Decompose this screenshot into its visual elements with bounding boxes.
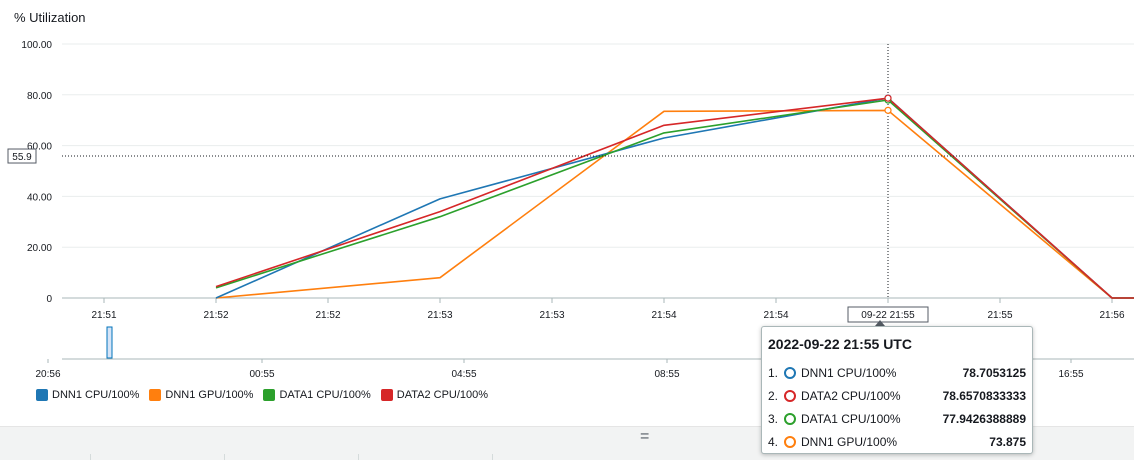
x-tick-label: 21:53 (539, 310, 564, 321)
legend-label: DNN1 GPU/100% (165, 389, 254, 401)
legend-item-dnn1-cpu[interactable]: DNN1 CPU/100% (36, 389, 139, 401)
legend-item-data1-cpu[interactable]: DATA1 CPU/100% (263, 389, 371, 401)
navigator-tick-label: 16:55 (1058, 369, 1083, 380)
tooltip-title: 2022-09-22 21:55 UTC (768, 336, 912, 352)
x-tick-label: 21:52 (315, 310, 340, 321)
x-crosshair-label-box (847, 306, 929, 323)
crosshair: 55.9 (7, 44, 1134, 298)
y-tick-label: 40.00 (27, 192, 52, 203)
legend-item-data2-cpu[interactable]: DATA2 CPU/100% (380, 389, 489, 401)
series-line (215, 97, 1134, 299)
column-divider (90, 454, 91, 460)
legend-swatch (149, 389, 162, 401)
navigator-tick-label: 00:55 (249, 369, 274, 380)
x-tick-label: 21:54 (763, 310, 788, 321)
tooltip-row-index: 4. (768, 434, 779, 449)
tooltip-row-value: 78.7053125 (962, 365, 1026, 380)
x-tick-label: 09-22 21:55 (861, 310, 915, 321)
tooltip-row: 3. DATA1 CPU/100% 77.9426388889 (768, 407, 1026, 430)
legend-label: DNN1 CPU/100% (52, 389, 140, 401)
crosshair-y-label-box (7, 148, 37, 164)
legend-label: DATA2 CPU/100% (396, 389, 489, 401)
hover-point-marker (884, 94, 892, 102)
series-line (215, 97, 1134, 299)
x-tick-label: 21:54 (651, 310, 676, 321)
tooltip-row-name: DNN1 CPU/100% (801, 365, 897, 380)
grid-lines (62, 43, 1134, 299)
tooltip-row-name: DATA2 CPU/100% (801, 388, 901, 403)
x-tick-label: 21:52 (203, 310, 228, 321)
legend-label: DATA1 CPU/100% (279, 389, 371, 401)
series-circle-icon (784, 366, 796, 379)
tooltip-arrow-icon (875, 320, 885, 326)
legend: DNN1 CPU/100% DNN1 GPU/100% DATA1 CPU/10… (36, 389, 488, 401)
y-tick-label: 100.00 (21, 40, 52, 51)
legend-swatch (263, 389, 276, 401)
navigator-tick-label: 08:55 (654, 369, 679, 380)
tooltip-row-name: DNN1 GPU/100% (801, 434, 898, 449)
navigator-tick-label: 04:55 (451, 369, 476, 380)
column-divider (492, 454, 493, 460)
legend-swatch (36, 389, 48, 401)
x-tick-label: 21:51 (91, 310, 116, 321)
series-line (215, 109, 1134, 299)
y-tick-label: 20.00 (27, 243, 52, 254)
series-lines (215, 97, 1134, 299)
tooltip-row: 4. DNN1 GPU/100% 73.875 (768, 430, 1026, 453)
tooltip-row-index: 1. (768, 365, 779, 380)
legend-item-dnn1-gpu[interactable]: DNN1 GPU/100% (149, 389, 253, 401)
x-tick-label: 21:56 (1099, 310, 1124, 321)
y-tick-label: 60.00 (27, 142, 52, 153)
y-axis-label: % Utilization (14, 10, 86, 25)
tooltip-row-value: 78.6570833333 (942, 388, 1026, 403)
y-tick-label: 80.00 (27, 91, 52, 102)
hover-tooltip: 2022-09-22 21:55 UTC 1. DNN1 CPU/100% 78… (761, 326, 1033, 454)
series-line (215, 99, 1134, 299)
column-divider (358, 454, 359, 460)
tooltip-row-value: 73.875 (989, 434, 1026, 449)
x-ticks: 21:51 21:52 21:52 21:53 21:53 21:54 21:54 09-22… (91, 298, 1125, 323)
tooltip-row-index: 2. (768, 388, 779, 403)
tooltip-row: 1. DNN1 CPU/100% 78.7053125 (768, 361, 1026, 384)
x-tick-label: 21:53 (427, 310, 452, 321)
tooltip-row-name: DATA1 CPU/100% (801, 411, 901, 426)
tooltip-row-index: 3. (768, 411, 779, 426)
series-circle-icon (784, 389, 796, 402)
y-tick-label: 0 (46, 294, 52, 305)
y-ticks: 100.00 80.00 60.00 40.00 20.00 0 (21, 40, 52, 305)
navigator-tick-label: 20:56 (35, 369, 60, 380)
navigator-selection-handle (106, 326, 113, 359)
resize-grip-icon[interactable]: = (640, 428, 650, 445)
x-tick-label: 21:55 (987, 310, 1012, 321)
tooltip-row: 2. DATA2 CPU/100% 78.6570833333 (768, 384, 1026, 407)
series-circle-icon (784, 435, 796, 448)
series-circle-icon (784, 412, 796, 425)
crosshair-y-label: 55.9 (12, 152, 32, 163)
hover-point-marker (884, 106, 892, 114)
legend-swatch (380, 389, 393, 401)
column-divider (224, 454, 225, 460)
tooltip-row-value: 77.9426388889 (942, 411, 1026, 426)
